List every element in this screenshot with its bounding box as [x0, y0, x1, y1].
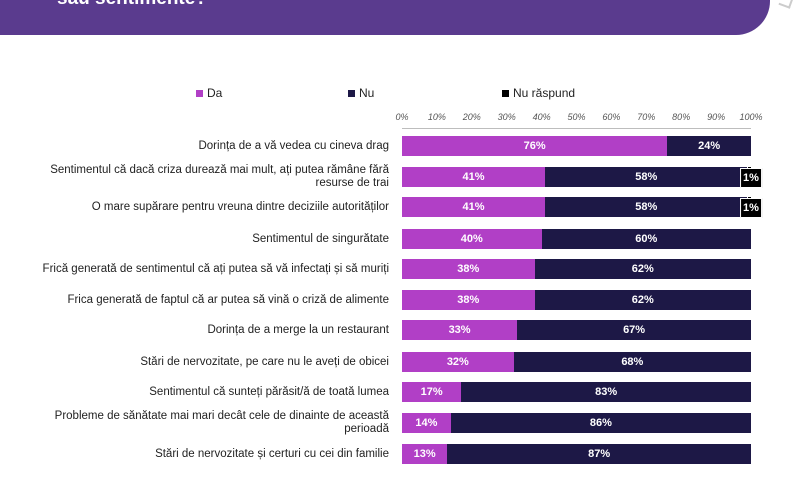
bar-segment-da — [402, 229, 542, 249]
data-label: 60% — [635, 233, 658, 245]
data-label: 1% — [740, 198, 762, 218]
data-label: 67% — [623, 324, 646, 336]
data-label: 62% — [631, 263, 654, 275]
data-label: 83% — [595, 386, 618, 398]
x-tick-label: 80% — [672, 112, 691, 122]
bar-segment-da — [402, 290, 535, 310]
legend-item: Da — [196, 86, 222, 100]
bar-segment-nu — [545, 167, 748, 187]
data-label: 68% — [621, 356, 644, 368]
x-tick-label: 20% — [462, 112, 481, 122]
data-label: 38% — [457, 263, 480, 275]
header-banner: sau sentimente? — [0, 0, 770, 35]
legend-swatch — [502, 89, 509, 97]
bar-segment-nu — [461, 382, 751, 402]
data-label: 24% — [698, 140, 721, 152]
data-label: 76% — [523, 140, 546, 152]
data-label: 86% — [589, 417, 612, 429]
bar-segment-da — [402, 382, 462, 402]
x-tick-label: 100% — [739, 112, 763, 122]
x-tick-label: 60% — [602, 112, 621, 122]
data-label: 58% — [635, 201, 658, 213]
data-label: 40% — [460, 233, 483, 245]
data-label: 87% — [588, 448, 611, 460]
category-label: Sentimentul că sunteți părăsit/ă de toat… — [149, 385, 389, 398]
category-label: Frica generată de faptul că ar putea să … — [67, 293, 389, 306]
bar-segment-da — [402, 320, 518, 340]
category-label: Frică generată de sentimentul că ați put… — [42, 262, 389, 275]
category-label: Stări de nervozitate, pe care nu le aveț… — [140, 355, 389, 368]
category-label: Dorința de a vă vedea cu cineva drag — [198, 139, 389, 152]
bar-segment-nu — [545, 197, 748, 217]
bar-segment-nu — [517, 320, 751, 340]
bar-segment-nu — [541, 229, 751, 249]
x-tick-label: 40% — [532, 112, 551, 122]
legend-label: Nu — [359, 86, 375, 100]
bar-segment-da — [402, 136, 668, 156]
bar-segment-nu — [534, 259, 751, 279]
data-label: 58% — [635, 171, 658, 183]
category-label: O mare supărare pentru vreuna dintre dec… — [91, 200, 389, 213]
bar-segment-da — [402, 352, 514, 372]
data-label: 14% — [415, 417, 438, 429]
bar-segment-nu — [667, 136, 751, 156]
bar-segment-da — [402, 444, 448, 464]
data-label: 1% — [740, 168, 762, 188]
bar-segment-nu — [447, 444, 751, 464]
data-label: 41% — [462, 171, 485, 183]
category-label: Sentimentul că dacă criza durează mai mu… — [50, 164, 389, 189]
category-label: Stări de nervozitate și certuri cu cei d… — [155, 447, 389, 460]
corner-logo-mark — [778, 0, 794, 9]
bar-segment-nu — [534, 290, 751, 310]
x-tick-label: 10% — [427, 112, 446, 122]
data-label: 38% — [457, 294, 480, 306]
x-tick-label: 70% — [637, 112, 656, 122]
x-tick-label: 50% — [567, 112, 586, 122]
x-tick-label: 0% — [395, 112, 409, 122]
x-tick-label: 90% — [707, 112, 726, 122]
category-label: Dorința de a merge la un restaurant — [207, 323, 389, 336]
category-label: Sentimentul de singurătate — [252, 232, 389, 245]
legend-swatch — [348, 89, 355, 97]
bar-segment-nu — [450, 413, 751, 433]
data-label: 62% — [631, 294, 654, 306]
bar-segment-nu — [513, 352, 751, 372]
data-label: 17% — [420, 386, 443, 398]
legend-label: Nu răspund — [513, 86, 576, 100]
data-label: 32% — [446, 356, 469, 368]
x-axis-line — [402, 128, 751, 129]
category-label: Probleme de sănătate mai mari decât cele… — [54, 410, 389, 435]
data-label: 13% — [413, 448, 436, 460]
bar-segment-da — [402, 259, 535, 279]
bar-segment-da — [402, 413, 451, 433]
data-label: 41% — [462, 201, 485, 213]
page-title: sau sentimente? — [57, 0, 207, 10]
legend-swatch — [196, 89, 203, 97]
legend-label: Da — [207, 86, 223, 100]
bar-segment-da — [402, 167, 546, 187]
x-tick-label: 30% — [497, 112, 516, 122]
legend-item: Nu — [348, 86, 374, 100]
legend-item: Nu răspund — [502, 86, 575, 100]
data-label: 33% — [448, 324, 471, 336]
bar-segment-da — [402, 197, 546, 217]
